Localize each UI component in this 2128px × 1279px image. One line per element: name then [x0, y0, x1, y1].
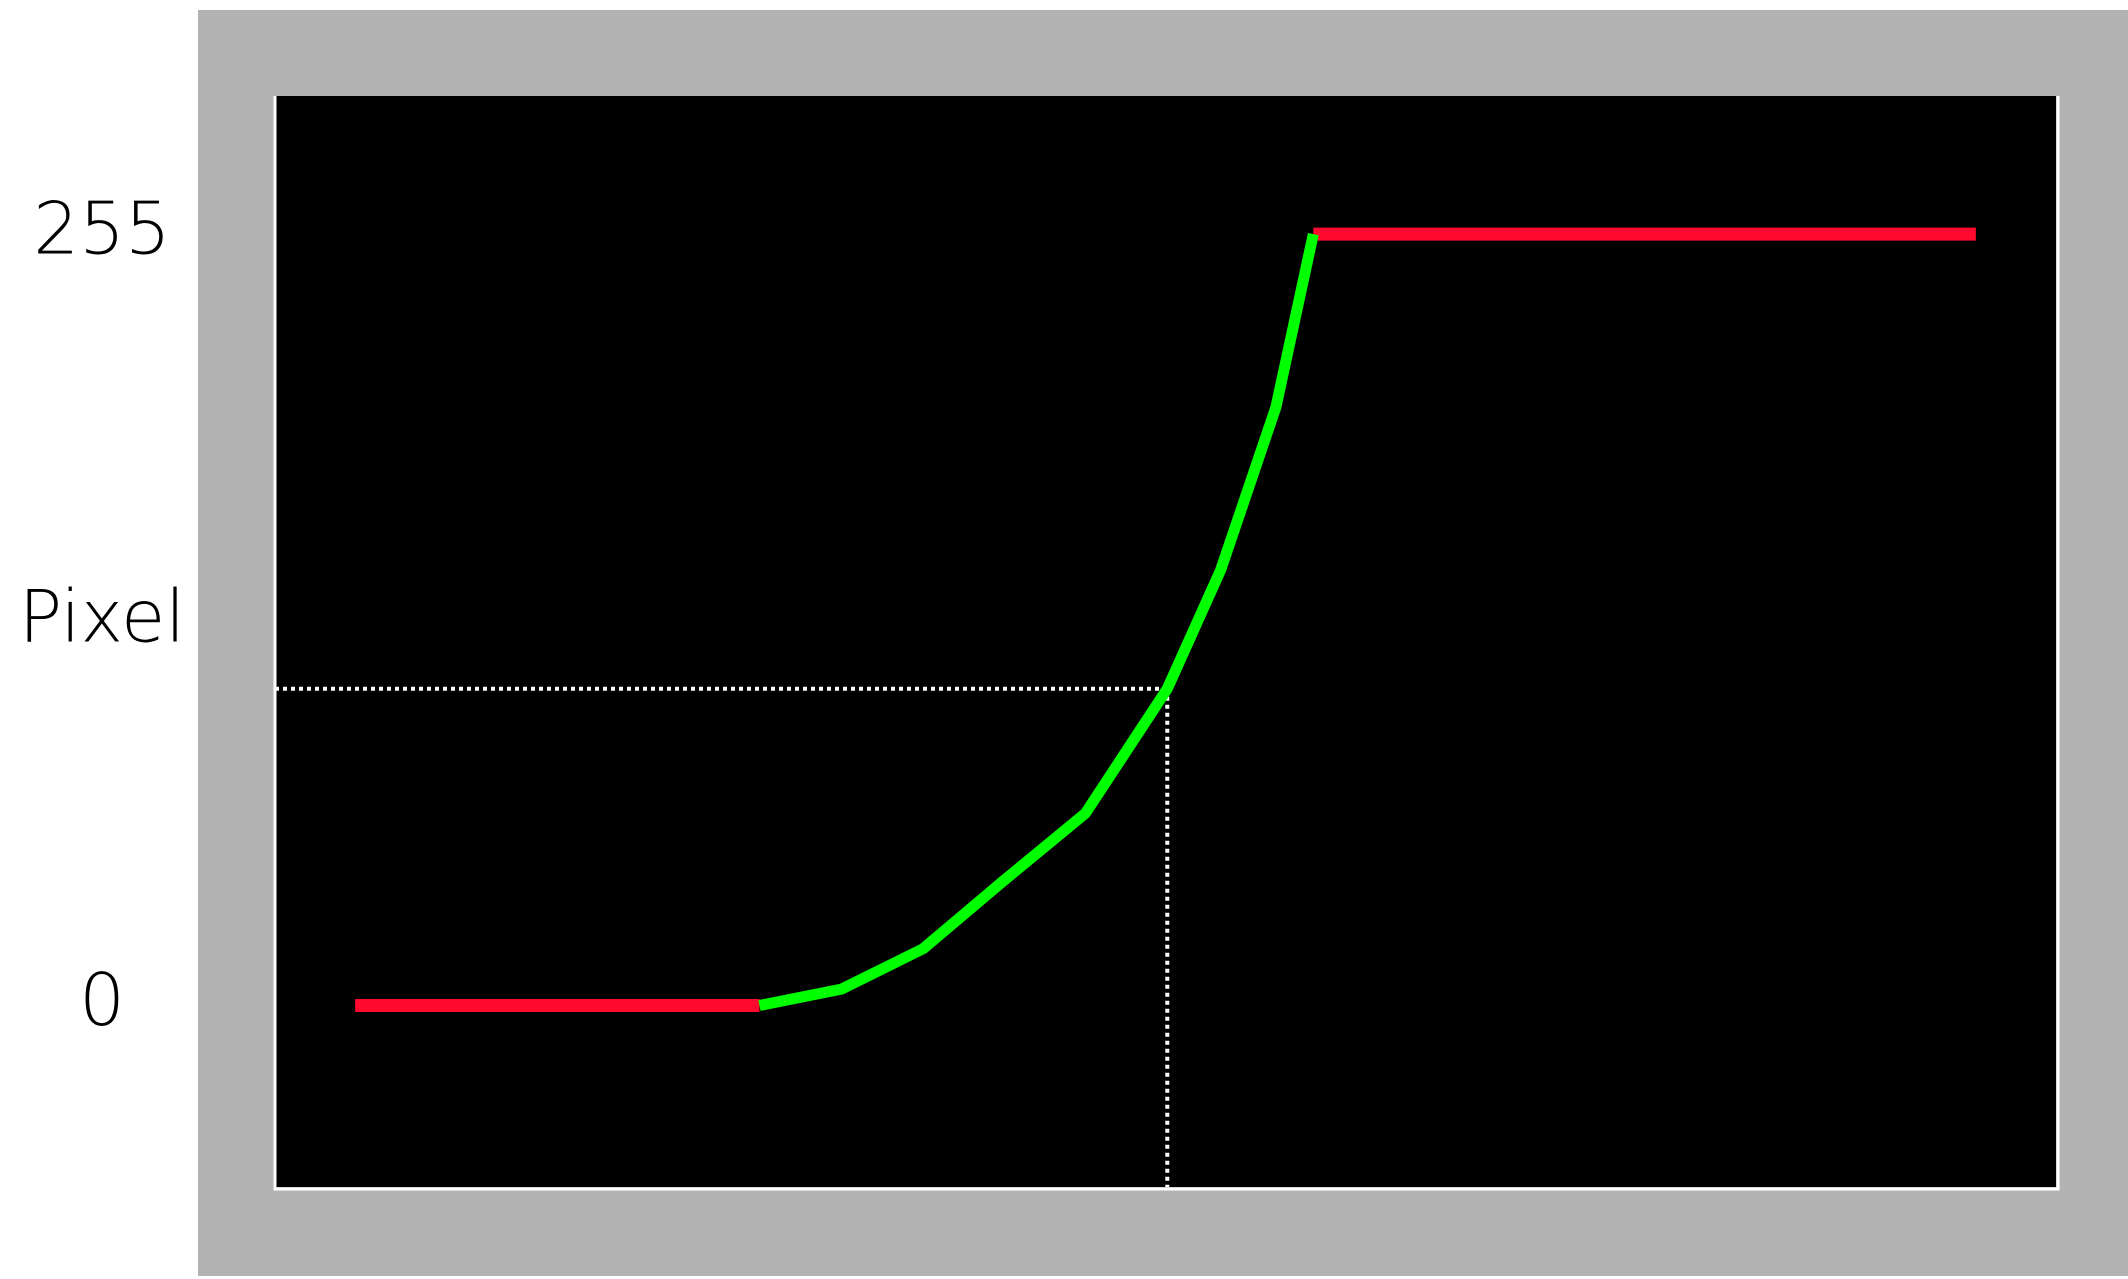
plot-area	[275, 96, 2056, 1187]
axis-frame	[273, 96, 2060, 1191]
line-series	[355, 227, 1976, 1012]
y-axis-label: Pixel	[19, 575, 186, 659]
line-series	[758, 232, 1319, 1011]
y-tick-label: 0	[79, 958, 125, 1042]
y-tick-label: 255	[33, 187, 170, 271]
